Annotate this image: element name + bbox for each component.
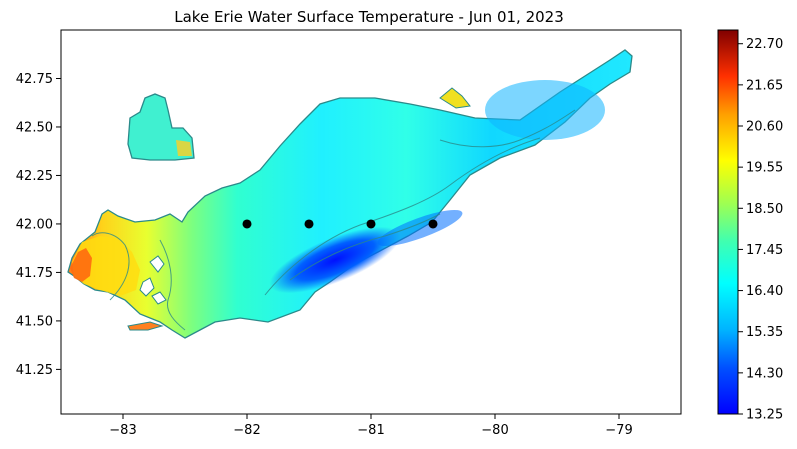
colorbar-tick-label: 15.35 xyxy=(746,325,783,340)
contour-line xyxy=(91,232,130,301)
y-tick-label: 41.25 xyxy=(16,363,53,378)
x-tick-label: −83 xyxy=(109,423,136,438)
x-tick-label: −81 xyxy=(357,423,384,438)
cold-region xyxy=(269,226,401,294)
colorbar-tick-label: 18.50 xyxy=(746,202,783,217)
station-point xyxy=(242,219,252,229)
colorbar-tick-label: 13.25 xyxy=(746,408,783,423)
station-points xyxy=(242,219,438,229)
station-point xyxy=(366,219,376,229)
x-axis: −83 −82 −81 −80 −79 xyxy=(109,414,633,438)
cold-region-east xyxy=(377,209,463,247)
colorbar-tick-label: 14.30 xyxy=(746,366,783,381)
island xyxy=(139,277,155,297)
y-tick-label: 42.50 xyxy=(16,120,53,135)
contour-line xyxy=(289,213,441,281)
western-warm-region xyxy=(72,236,140,296)
colorbar-tick-label: 20.60 xyxy=(746,120,783,135)
colorbar-tick-label: 19.55 xyxy=(746,161,783,176)
colorbar-tick-label: 16.40 xyxy=(746,284,783,299)
contour-line xyxy=(439,109,576,148)
sandusky-bay xyxy=(127,321,164,331)
station-point xyxy=(304,219,314,229)
lake-map xyxy=(67,49,633,339)
x-tick-label: −80 xyxy=(481,423,508,438)
island xyxy=(151,291,167,305)
y-tick-label: 41.50 xyxy=(16,314,53,329)
y-tick-label: 42.75 xyxy=(16,72,53,87)
eastern-cool-region xyxy=(485,80,605,140)
y-axis: 41.25 41.50 41.75 42.00 42.25 42.50 42.75 xyxy=(16,72,61,378)
colorbar-axis: 13.25 14.30 15.35 16.40 17.45 18.50 19.55 20.60… xyxy=(738,37,783,423)
st-clair-warm-region xyxy=(176,140,192,156)
colorbar xyxy=(717,29,739,415)
contour-line xyxy=(159,239,186,331)
long-point-bay xyxy=(439,87,471,109)
station-point xyxy=(428,219,438,229)
colorbar-tick-label: 17.45 xyxy=(746,243,783,258)
western-hot-region xyxy=(70,248,92,282)
colorbar-tick-label: 22.70 xyxy=(746,37,783,52)
contour-line xyxy=(264,137,541,296)
y-tick-label: 42.25 xyxy=(16,169,53,184)
x-tick-label: −82 xyxy=(233,423,260,438)
colorbar-tick-label: 21.65 xyxy=(746,78,783,93)
y-tick-label: 42.00 xyxy=(16,217,53,232)
y-tick-label: 41.75 xyxy=(16,266,53,281)
x-tick-label: −79 xyxy=(605,423,632,438)
chart-title: Lake Erie Water Surface Temperature - Ju… xyxy=(174,8,564,26)
island xyxy=(149,255,165,273)
